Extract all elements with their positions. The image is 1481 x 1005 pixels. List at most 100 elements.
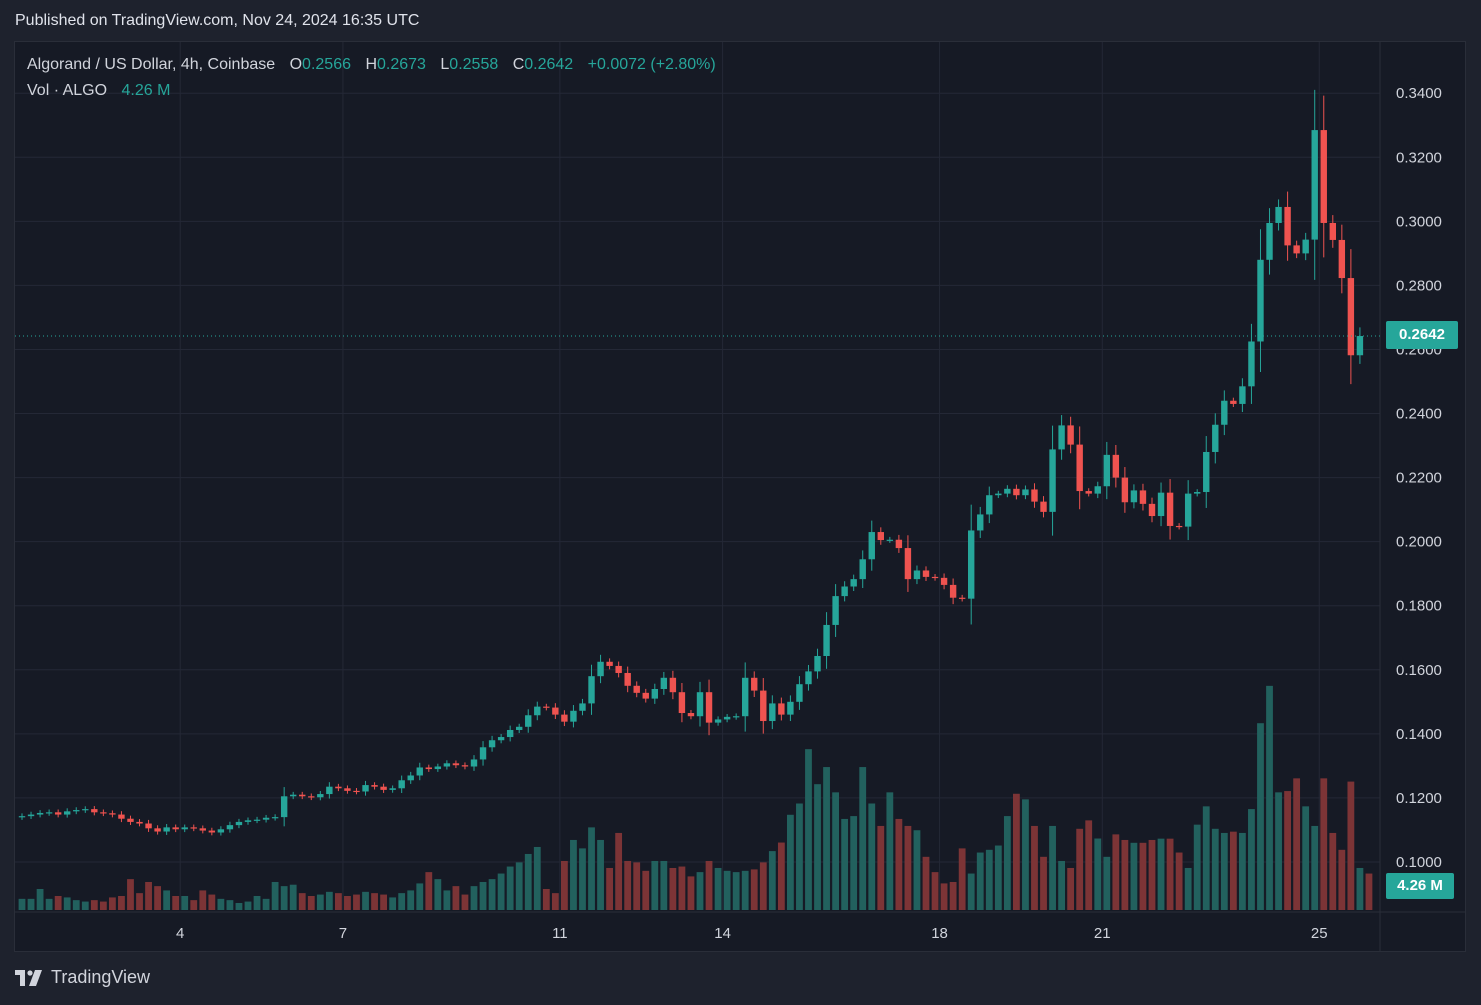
candle-body bbox=[949, 584, 957, 598]
volume-bar bbox=[687, 876, 695, 910]
tradingview-logo[interactable]: TradingView bbox=[15, 967, 150, 988]
candle-body bbox=[543, 706, 550, 708]
volume-bar bbox=[1211, 828, 1219, 910]
candle-body bbox=[751, 677, 758, 691]
candle-body bbox=[344, 788, 351, 791]
candle-body bbox=[687, 713, 695, 717]
volume-bar bbox=[705, 860, 713, 910]
candle-body bbox=[552, 707, 559, 715]
volume-bar bbox=[814, 784, 821, 910]
volume-bar bbox=[1112, 834, 1120, 910]
candle-body bbox=[1212, 424, 1219, 452]
volume-bar bbox=[1184, 867, 1192, 910]
volume-bar bbox=[1266, 685, 1273, 910]
candle-body bbox=[181, 827, 188, 830]
volume-bar bbox=[714, 867, 722, 910]
volume-bar bbox=[832, 792, 839, 910]
candle-body bbox=[371, 785, 378, 787]
candle-body bbox=[714, 719, 722, 723]
candle-body bbox=[868, 532, 875, 560]
volume-bar bbox=[1293, 778, 1301, 910]
candle-body bbox=[461, 765, 469, 767]
volume-bar bbox=[1058, 860, 1065, 910]
volume-bar bbox=[1284, 791, 1291, 910]
volume-bar bbox=[732, 872, 740, 910]
y-axis-tick-label: 0.2200 bbox=[1396, 470, 1442, 487]
candle-body bbox=[850, 579, 857, 587]
candle-body bbox=[497, 737, 505, 741]
candle-body bbox=[299, 794, 306, 797]
volume-bar bbox=[796, 803, 803, 910]
volume-bar bbox=[1094, 838, 1102, 910]
volume-bar bbox=[353, 894, 360, 910]
volume-bar bbox=[633, 862, 641, 910]
candle-body bbox=[561, 714, 568, 722]
volume-bar bbox=[624, 860, 632, 910]
volume-bar bbox=[452, 886, 460, 910]
volume-bar bbox=[678, 866, 686, 910]
candle-body bbox=[796, 684, 803, 702]
high-value: 0.2673 bbox=[377, 56, 426, 73]
volume-bar bbox=[72, 900, 80, 910]
volume-bar bbox=[967, 873, 975, 910]
candle-body bbox=[235, 821, 243, 826]
candle-body bbox=[769, 703, 776, 722]
candle-body bbox=[1184, 493, 1192, 527]
candle-body bbox=[968, 530, 975, 599]
y-axis-tick-label: 0.2400 bbox=[1396, 406, 1442, 423]
volume-bar bbox=[262, 898, 270, 910]
chart-panel[interactable]: 0.1000 0.1200 0.1400 0.1600 0.1800 0.2000 0.22… bbox=[14, 41, 1466, 952]
volume-bar bbox=[841, 818, 849, 910]
candle-body bbox=[253, 819, 261, 821]
volume-bar bbox=[470, 886, 478, 910]
volume-bar bbox=[181, 895, 189, 910]
candle-body bbox=[280, 796, 288, 818]
ohlc-legend-row: Algorand / US Dollar, 4h, Coinbase O0.25… bbox=[27, 56, 716, 82]
tradingview-logo-icon bbox=[15, 969, 42, 986]
volume-bar bbox=[1275, 792, 1282, 910]
candle-body bbox=[760, 690, 767, 722]
volume-bar bbox=[940, 883, 948, 910]
candle-body bbox=[1230, 400, 1237, 404]
volume-label[interactable]: Vol · ALGO bbox=[27, 82, 108, 99]
volume-bar bbox=[805, 749, 812, 910]
candle-body bbox=[805, 671, 812, 685]
candle-body bbox=[1302, 239, 1309, 254]
candle-body bbox=[570, 710, 577, 722]
volume-bar bbox=[895, 818, 903, 910]
x-axis-tick-label: 14 bbox=[714, 925, 731, 942]
candle-body bbox=[416, 767, 423, 776]
candle-body bbox=[977, 514, 984, 531]
x-axis-tick-label: 7 bbox=[339, 925, 347, 942]
candle-body bbox=[470, 759, 478, 767]
volume-bar bbox=[1175, 852, 1183, 910]
candle-body bbox=[262, 817, 270, 820]
volume-bar bbox=[1166, 838, 1174, 910]
candle-body bbox=[109, 813, 116, 815]
candle-body bbox=[208, 830, 216, 833]
volume-bar bbox=[298, 893, 306, 910]
volume-bar bbox=[579, 848, 586, 910]
candle-body bbox=[778, 703, 785, 715]
candle-body bbox=[516, 726, 523, 730]
candle-body bbox=[1022, 489, 1029, 496]
candle-body bbox=[199, 828, 206, 831]
candle-body bbox=[452, 763, 460, 766]
candle-body bbox=[18, 816, 26, 818]
symbol-title[interactable]: Algorand / US Dollar, 4h, Coinbase bbox=[27, 56, 276, 73]
volume-bar bbox=[588, 827, 595, 910]
candle-body bbox=[271, 817, 279, 819]
published-caption: Published on TradingView.com, Nov 24, 20… bbox=[15, 12, 420, 29]
candle-body bbox=[154, 828, 161, 832]
low-value: 0.2558 bbox=[449, 56, 499, 73]
candle-body bbox=[1058, 425, 1065, 450]
volume-bar bbox=[217, 898, 225, 910]
price-chart[interactable]: 0.1000 0.1200 0.1400 0.1600 0.1800 0.2000 0.22… bbox=[15, 42, 1465, 951]
candle-body bbox=[597, 661, 604, 677]
volume-bar bbox=[877, 825, 885, 910]
volume-bar bbox=[1220, 832, 1228, 910]
y-axis-tick-label: 0.2800 bbox=[1396, 277, 1442, 294]
candle-body bbox=[814, 656, 821, 672]
volume-bar bbox=[199, 890, 207, 910]
volume-bar bbox=[777, 842, 785, 910]
